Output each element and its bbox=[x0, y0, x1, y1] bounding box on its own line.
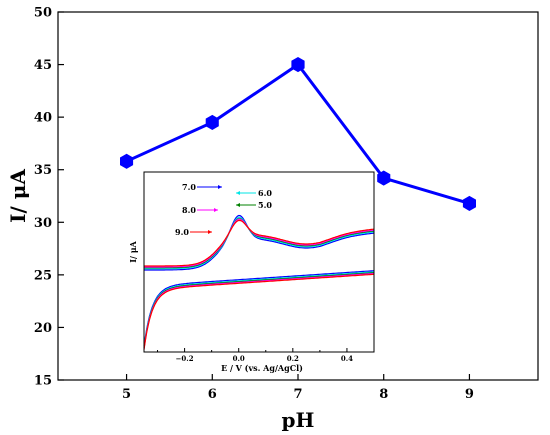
main-y-tick-label: 15 bbox=[34, 374, 52, 389]
inset-series-forward bbox=[144, 214, 375, 271]
inset-y-axis-title: I/ μA bbox=[128, 240, 138, 262]
inset-x-tick-label: −0.2 bbox=[176, 354, 194, 363]
inset-label-arrowhead bbox=[214, 208, 218, 212]
main-x-axis-title: pH bbox=[282, 408, 315, 432]
inset-series-label: 6.0 bbox=[258, 188, 272, 198]
inset-series-forward bbox=[144, 218, 375, 268]
inset-series-label: 8.0 bbox=[182, 205, 196, 215]
main-x-tick-label: 7 bbox=[293, 387, 302, 402]
main-y-tick-label: 45 bbox=[34, 58, 52, 73]
inset-label-arrowhead bbox=[236, 191, 240, 195]
main-y-tick-label: 30 bbox=[34, 216, 52, 231]
inset-series-reverse bbox=[143, 270, 375, 347]
inset-series-forward bbox=[144, 219, 375, 267]
main-series bbox=[120, 57, 476, 211]
main-x-axis: 5 6 7 8 9 bbox=[122, 374, 474, 402]
inset-x-axis-title: E / V (vs. Ag/AgCl) bbox=[221, 363, 303, 373]
inset-label-arrowhead bbox=[208, 230, 212, 234]
main-data-point bbox=[462, 195, 476, 211]
inset-curves bbox=[143, 214, 375, 350]
main-y-tick-label: 50 bbox=[34, 6, 52, 21]
inset-chart: −0.2 0.0 0.2 0.4 7.0 6.0 5.0 8.0 9.0 E / V (vs.… bbox=[128, 171, 375, 373]
inset-series-forward bbox=[144, 218, 375, 269]
main-x-tick-label: 8 bbox=[379, 387, 388, 402]
inset-series-forward bbox=[144, 216, 375, 270]
main-y-tick-label: 40 bbox=[34, 111, 52, 126]
inset-series-reverse bbox=[143, 272, 375, 349]
main-y-tick-label: 25 bbox=[34, 268, 52, 283]
inset-plot-frame bbox=[143, 171, 375, 353]
inset-series-label: 9.0 bbox=[175, 227, 189, 237]
main-y-tick-label: 35 bbox=[34, 163, 52, 178]
main-data-point bbox=[291, 57, 305, 73]
main-y-tick-label: 20 bbox=[34, 321, 52, 336]
main-x-tick-label: 5 bbox=[122, 387, 131, 402]
inset-label-arrowhead bbox=[218, 185, 222, 189]
main-data-point bbox=[377, 170, 391, 186]
inset-x-tick-label: 0.4 bbox=[341, 354, 353, 363]
main-x-tick-label: 6 bbox=[208, 387, 217, 402]
inset-annotations: 7.0 6.0 5.0 8.0 9.0 bbox=[175, 182, 272, 237]
inset-series-label: 5.0 bbox=[258, 200, 272, 210]
main-y-axis: 15 20 25 30 35 40 45 50 bbox=[34, 6, 64, 389]
main-data-point bbox=[120, 153, 134, 169]
inset-background bbox=[144, 172, 374, 352]
inset-series-reverse bbox=[143, 271, 375, 348]
inset-x-tick-label: 0.2 bbox=[287, 354, 299, 363]
inset-label-arrowhead bbox=[236, 203, 240, 207]
main-x-tick-label: 9 bbox=[465, 387, 474, 402]
inset-series-reverse bbox=[143, 273, 375, 350]
inset-x-tick-label: 0.0 bbox=[233, 354, 245, 363]
inset-series-reverse bbox=[143, 272, 375, 349]
main-data-point bbox=[205, 114, 219, 130]
inset-x-axis: −0.2 0.0 0.2 0.4 bbox=[157, 348, 353, 363]
main-y-axis-title: I/ μA bbox=[6, 169, 30, 223]
inset-series-label: 7.0 bbox=[182, 182, 196, 192]
